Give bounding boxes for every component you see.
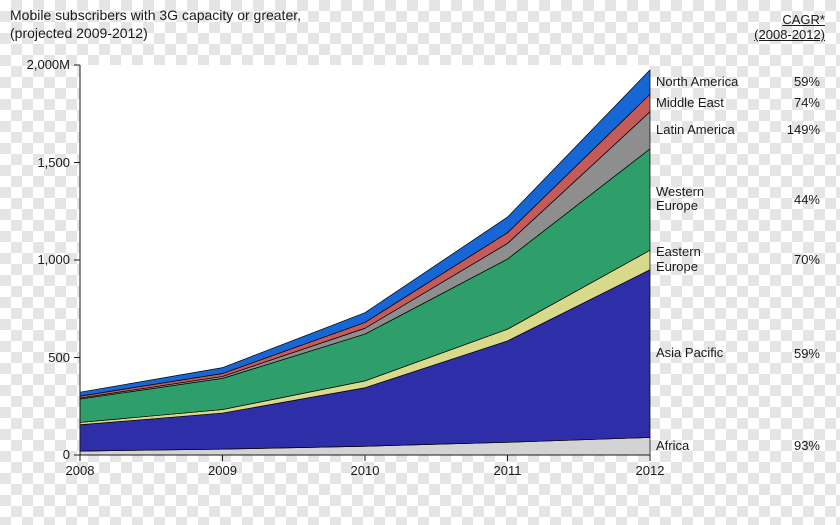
cagr-value: 149% (770, 122, 820, 137)
x-tick-label: 2011 (478, 463, 538, 478)
stacked-area-chart (80, 65, 652, 457)
cagr-header: CAGR* (2008-2012) (730, 12, 825, 42)
title-line-2: (projected 2009-2012) (10, 25, 148, 41)
cagr-header-line-2: (2008-2012) (754, 27, 825, 42)
y-tick-label: 1,500 (10, 155, 70, 170)
cagr-value: 59% (770, 346, 820, 361)
y-tick-label: 2,000M (10, 57, 70, 72)
cagr-value: 44% (770, 192, 820, 207)
series-label: WesternEurope (656, 185, 704, 215)
y-tick-label: 0 (10, 447, 70, 462)
x-tick-label: 2012 (620, 463, 680, 478)
x-tick-label: 2009 (193, 463, 253, 478)
title-line-1: Mobile subscribers with 3G capacity or g… (10, 7, 301, 23)
series-label: Africa (656, 439, 689, 454)
y-tick-label: 1,000 (10, 252, 70, 267)
series-label: North America (656, 75, 738, 90)
cagr-value: 59% (770, 74, 820, 89)
series-label: Asia Pacific (656, 346, 723, 361)
series-label: Latin America (656, 123, 735, 138)
x-tick-label: 2010 (335, 463, 395, 478)
chart-title: Mobile subscribers with 3G capacity or g… (10, 6, 301, 42)
y-tick-label: 500 (10, 350, 70, 365)
cagr-value: 70% (770, 252, 820, 267)
series-label: Middle East (656, 96, 724, 111)
series-label: EasternEurope (656, 245, 701, 275)
cagr-header-line-1: CAGR* (782, 12, 825, 27)
cagr-value: 74% (770, 95, 820, 110)
x-tick-label: 2008 (50, 463, 110, 478)
cagr-value: 93% (770, 438, 820, 453)
